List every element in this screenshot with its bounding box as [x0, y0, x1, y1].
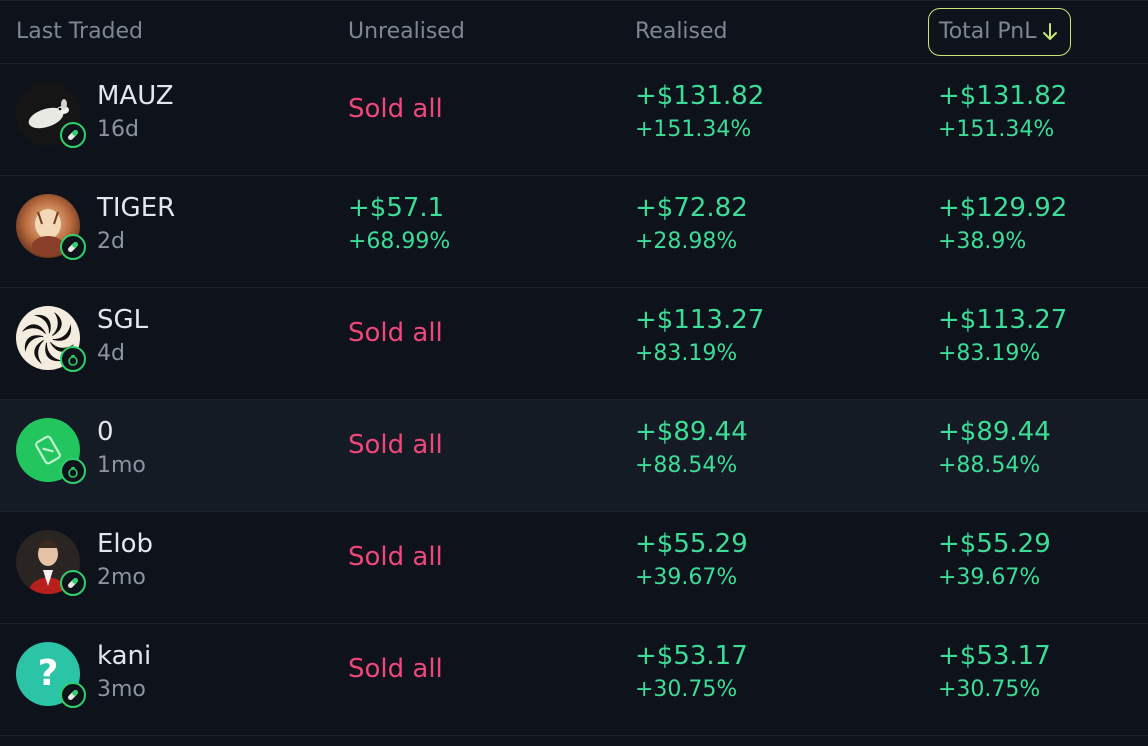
last-traded-age: 4d	[97, 341, 125, 366]
unrealised-value: +$57.1	[348, 193, 445, 223]
pill-icon	[60, 682, 86, 708]
last-traded-age: 1mo	[97, 453, 146, 478]
total-pnl-value: +$53.17	[938, 641, 1051, 671]
header-unrealised[interactable]: Unrealised	[348, 19, 465, 44]
token-name[interactable]: SGL	[97, 305, 149, 335]
header-total-pnl-sort-button[interactable]: Total PnL	[928, 8, 1072, 56]
unrealised-sold-all: Sold all	[348, 542, 443, 572]
realised-percent: +151.34%	[635, 117, 752, 142]
realised-value: +$89.44	[635, 417, 748, 447]
unrealised-sold-all: Sold all	[348, 430, 443, 460]
total-pnl-value: +$129.92	[938, 193, 1068, 223]
realised-value: +$72.82	[635, 193, 748, 223]
table-row[interactable]: TIGER 2d +$57.1 +68.99% +$72.82 +28.98% …	[0, 176, 1148, 288]
token-avatar[interactable]	[16, 306, 86, 372]
table-row[interactable]: 0 1mo Sold all +$89.44 +88.54% +$89.44 +…	[0, 400, 1148, 512]
token-name[interactable]: kani	[97, 641, 152, 671]
header-realised[interactable]: Realised	[635, 19, 728, 44]
token-name[interactable]: MAUZ	[97, 81, 174, 111]
token-avatar[interactable]	[16, 418, 86, 484]
total-pnl-percent: +88.54%	[938, 453, 1041, 478]
total-pnl-value: +$131.82	[938, 81, 1068, 111]
realised-percent: +88.54%	[635, 453, 738, 478]
header-total-pnl-label: Total PnL	[939, 19, 1037, 44]
money-bag-icon	[60, 346, 86, 372]
token-avatar[interactable]	[16, 82, 86, 148]
last-traded-age: 16d	[97, 117, 139, 142]
question-mark-icon: ?	[37, 653, 59, 694]
pill-icon	[60, 122, 86, 148]
total-pnl-value: +$89.44	[938, 417, 1051, 447]
total-pnl-value: +$55.29	[938, 529, 1051, 559]
realised-percent: +28.98%	[635, 229, 738, 254]
mauz-avatar	[16, 82, 80, 146]
pill-icon	[60, 570, 86, 596]
money-bag-icon	[60, 458, 86, 484]
total-pnl-percent: +151.34%	[938, 117, 1055, 142]
token-avatar[interactable]	[16, 530, 86, 596]
token-avatar[interactable]: ?	[16, 642, 86, 708]
total-pnl-percent: +83.19%	[938, 341, 1041, 366]
last-traded-age: 2mo	[97, 565, 146, 590]
unrealised-sold-all: Sold all	[348, 654, 443, 684]
table-header: Last Traded Unrealised Realised Total Pn…	[0, 0, 1148, 64]
total-pnl-value: +$113.27	[938, 305, 1068, 335]
realised-value: +$53.17	[635, 641, 748, 671]
table-row[interactable]: Elob 2mo Sold all +$55.29 +39.67% +$55.2…	[0, 512, 1148, 624]
token-name[interactable]: 0	[97, 417, 114, 447]
token-avatar[interactable]	[16, 194, 86, 260]
realised-value: +$55.29	[635, 529, 748, 559]
realised-percent: +83.19%	[635, 341, 738, 366]
table-row[interactable]: SGL 4d Sold all +$113.27 +83.19% +$113.2…	[0, 288, 1148, 400]
unrealised-percent: +68.99%	[348, 229, 451, 254]
realised-percent: +30.75%	[635, 677, 738, 702]
token-name[interactable]: Elob	[97, 529, 154, 559]
realised-value: +$113.27	[635, 305, 765, 335]
total-pnl-percent: +39.67%	[938, 565, 1041, 590]
unrealised-sold-all: Sold all	[348, 94, 443, 124]
realised-percent: +39.67%	[635, 565, 738, 590]
token-name[interactable]: TIGER	[97, 193, 176, 223]
last-traded-age: 3mo	[97, 677, 146, 702]
pill-icon	[60, 234, 86, 260]
total-pnl-percent: +30.75%	[938, 677, 1041, 702]
last-traded-age: 2d	[97, 229, 125, 254]
table-row[interactable]: MAUZ 16d Sold all +$131.82 +151.34% +$13…	[0, 64, 1148, 176]
unrealised-sold-all: Sold all	[348, 318, 443, 348]
header-last-traded[interactable]: Last Traded	[16, 19, 144, 44]
arrow-down-icon	[1043, 23, 1058, 40]
tiger-avatar	[16, 194, 80, 258]
total-pnl-percent: +38.9%	[938, 229, 1027, 254]
table-row[interactable]: ? kani 3mo Sold all +$53.17 +30.75% +$53…	[0, 624, 1148, 736]
realised-value: +$131.82	[635, 81, 765, 111]
